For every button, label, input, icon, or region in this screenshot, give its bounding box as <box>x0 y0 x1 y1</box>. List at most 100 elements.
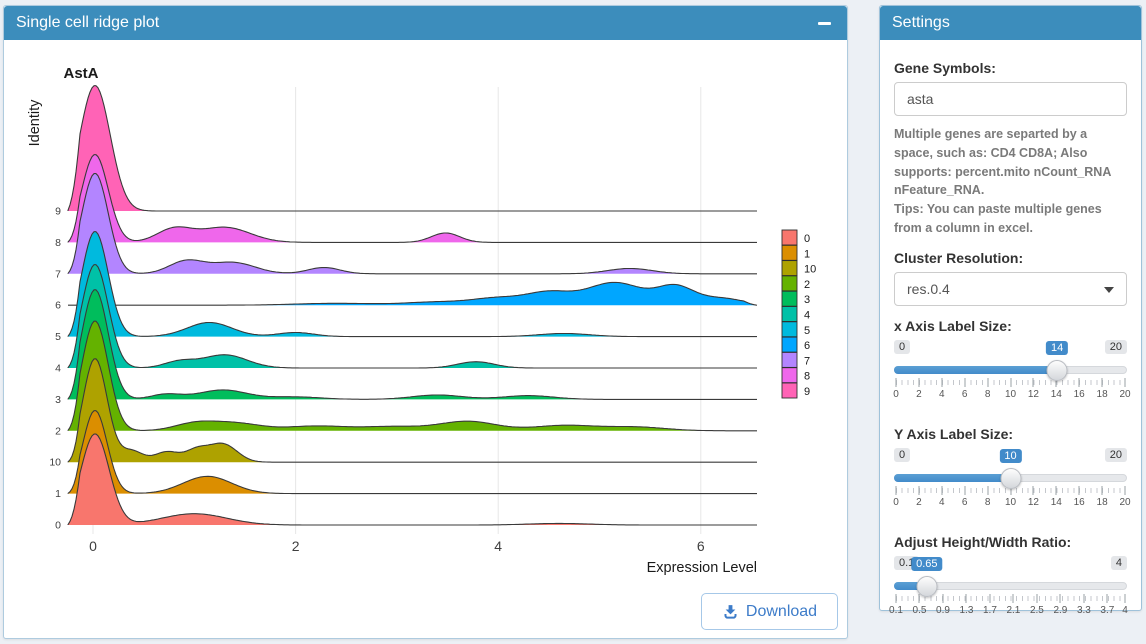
legend-swatch-4 <box>781 306 798 322</box>
help-line-2: Tips: You can paste multiple genes from … <box>894 202 1102 235</box>
height-width-ratio-tick-label: 0.1 <box>889 604 903 616</box>
slider-section-y-axis: Y Axis Label Size: 0 20 10 0 2 4 6 8 10 12 14 16 18 2… <box>893 426 1131 522</box>
y-axis-label-size-tick-label: 18 <box>1096 496 1108 508</box>
y-axis-label-size-tick <box>1032 485 1034 495</box>
settings-title: Settings <box>892 14 950 31</box>
x-axis-label-size-tick-label: 12 <box>1027 388 1039 400</box>
y-axis-label-3: 3 <box>55 394 61 406</box>
height-width-ratio-tick <box>1083 593 1085 603</box>
x-axis-label-size-tick <box>918 377 920 387</box>
y-axis-label-size-tick-label: 10 <box>1004 496 1017 508</box>
x-axis-label-size-tick <box>1055 377 1057 387</box>
download-button[interactable]: Download <box>701 593 838 630</box>
legend-label-10: 10 <box>804 264 816 276</box>
x-axis-label-size-tick <box>1078 377 1080 387</box>
legend-label-9: 9 <box>804 386 810 398</box>
gene-symbols-help: Multiple genes are separted by a space, … <box>894 125 1127 238</box>
x-axis-label-size-tick <box>895 377 897 387</box>
x-tick-label-0: 0 <box>89 538 97 554</box>
y-axis-title: Identity <box>27 99 43 146</box>
x-axis-label-size-tick <box>1010 377 1011 387</box>
y-axis-label-size-tick-label: 0 <box>893 496 899 508</box>
cluster-resolution-value: res.0.4 <box>907 280 950 297</box>
height-width-ratio-tick-label: 3.3 <box>1076 604 1091 616</box>
x-axis-label-size-tick-label: 2 <box>916 388 922 400</box>
legend-swatch-5 <box>781 321 798 338</box>
ridge-line-7 <box>67 173 757 275</box>
x-tick-label-4: 4 <box>494 538 502 554</box>
y-axis-label-size-tick <box>895 485 897 495</box>
height-width-ratio-handle[interactable] <box>916 575 938 597</box>
height-width-ratio-tick-label: 1.3 <box>959 604 974 616</box>
y-axis-label-size-tick-label: 8 <box>984 496 991 508</box>
ridge-line-1 <box>67 410 757 495</box>
ridge-area-5 <box>68 231 757 337</box>
height-width-ratio-tick-label: 2.5 <box>1029 604 1044 616</box>
y-axis-label-2: 2 <box>55 425 61 437</box>
y-axis-label-size-tick <box>941 485 943 495</box>
cluster-resolution-select[interactable]: res.0.4 <box>894 271 1127 306</box>
y-axis-label-size-tick-label: 20 <box>1119 496 1131 508</box>
height-width-ratio-tick-label: 0.9 <box>936 604 950 616</box>
y-axis-label-size-tick-label: 2 <box>916 496 922 508</box>
y-axis-label-size-tick-label: 4 <box>939 496 945 508</box>
x-axis-label-size-max-badge: 20 <box>1104 339 1127 354</box>
x-tick-label-6: 6 <box>697 538 705 554</box>
x-axis-label-size-tick-label: 10 <box>1004 388 1017 400</box>
x-axis-label-size-slider[interactable]: 0 20 14 0 2 4 6 8 10 12 14 16 18 20 <box>893 339 1131 414</box>
y-axis-label-1: 1 <box>55 488 61 500</box>
legend-label-4: 4 <box>804 310 810 322</box>
legend <box>781 229 798 399</box>
x-axis-label-size-tick-label: 16 <box>1073 388 1085 400</box>
download-icon <box>724 605 737 619</box>
height-width-ratio-tick <box>895 593 897 603</box>
ridge-plot-panel-header: Single cell ridge plot <box>4 6 847 40</box>
legend-swatch-2 <box>781 275 798 292</box>
y-axis-label-6: 6 <box>55 300 61 312</box>
y-axis-label-8: 8 <box>55 237 61 249</box>
ridge-area-9 <box>68 85 757 211</box>
height-width-ratio-tick-label: 0.5 <box>912 604 927 616</box>
legend-label-8: 8 <box>804 371 810 383</box>
ridge-area-0 <box>68 434 757 525</box>
y-axis-label-size-tick <box>1124 485 1126 495</box>
y-axis-label-size-handle[interactable] <box>1000 467 1021 489</box>
x-axis-label-size-tick <box>941 377 943 387</box>
y-axis-label-9: 9 <box>55 206 61 218</box>
panel-title: Single cell ridge plot <box>16 14 160 31</box>
height-width-ratio-tick <box>1036 593 1038 603</box>
slider-section-x-axis: x Axis Label Size: 0 20 14 0 2 4 6 8 10 12 14 16 18 2… <box>893 318 1131 414</box>
cluster-resolution-label: Cluster Resolution: <box>894 249 1024 266</box>
height-width-ratio-tick <box>989 593 991 603</box>
x-axis-label-size-handle[interactable] <box>1046 359 1068 381</box>
x-axis-label-size-value-badge: 14 <box>1045 340 1069 355</box>
y-axis-label-size-tick <box>918 485 920 495</box>
x-axis-label-size-tick-label: 14 <box>1050 388 1062 400</box>
minus-icon <box>818 22 831 25</box>
chart-title: AstA <box>63 65 98 82</box>
ridge-line-3 <box>67 289 757 400</box>
x-axis-label-size-tick-label: 8 <box>984 388 991 400</box>
height-width-ratio-max-badge: 4 <box>1110 555 1127 570</box>
ridge-area-2 <box>68 321 757 431</box>
collapse-button[interactable] <box>813 6 833 40</box>
ridge-line-10 <box>67 358 757 463</box>
y-axis-label-size-tick <box>1055 485 1057 495</box>
gene-symbols-input[interactable] <box>894 82 1127 116</box>
x-axis-label-size-tick-label: 20 <box>1119 388 1131 400</box>
height-width-ratio-grid: 0.1 0.5 0.9 1.3 1.7 2.1 2.5 2.9 3.3 3.7 4 <box>889 593 1128 618</box>
y-axis-label-size-tick-label: 6 <box>961 496 968 508</box>
ridge-line-6 <box>68 281 758 306</box>
y-axis-label-size-slider[interactable]: 0 20 10 0 2 4 6 8 10 12 14 16 18 20 <box>893 447 1131 522</box>
height-width-ratio-tick <box>1059 593 1061 603</box>
height-width-ratio-slider[interactable]: 0.1 4 0.65 0.1 0.5 0.9 1.3 1.7 2.1 2.5 2.9 3.3 3.7 4 <box>889 555 1128 630</box>
y-axis-label-4: 4 <box>55 363 61 375</box>
ridge-area-8 <box>68 154 757 243</box>
y-axis-label-size-tick <box>1101 485 1103 495</box>
x-axis-label-size-tick-label: 0 <box>893 388 899 400</box>
height-width-ratio-tick <box>1106 593 1108 603</box>
y-axis-label-7: 7 <box>55 268 61 280</box>
legend-label-7: 7 <box>804 355 810 367</box>
height-width-ratio-tick-label: 4 <box>1122 604 1128 616</box>
